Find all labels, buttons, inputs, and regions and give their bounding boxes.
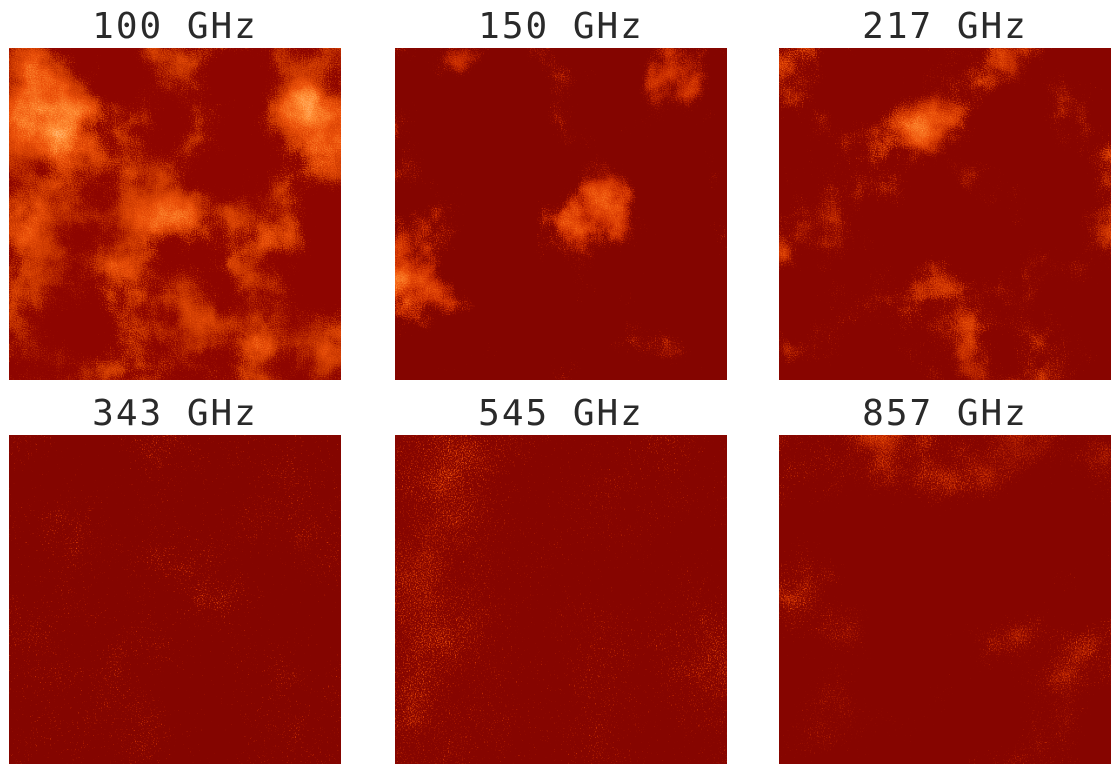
- sky-map: [395, 48, 727, 380]
- figure: 100 GHz 150 GHz 217 GHz 343 GHz 545 GHz 857 G…: [0, 0, 1111, 764]
- sky-map: [779, 435, 1111, 764]
- panel-title: 100 GHz: [92, 6, 258, 47]
- panel-title: 343 GHz: [92, 393, 258, 434]
- sky-map: [9, 48, 341, 380]
- panel-title: 545 GHz: [478, 393, 644, 434]
- sky-map: [9, 435, 341, 764]
- sky-map: [395, 435, 727, 764]
- panel-title: 857 GHz: [862, 393, 1028, 434]
- panel-title: 217 GHz: [862, 6, 1028, 47]
- panel-title: 150 GHz: [478, 6, 644, 47]
- sky-map: [779, 48, 1111, 380]
